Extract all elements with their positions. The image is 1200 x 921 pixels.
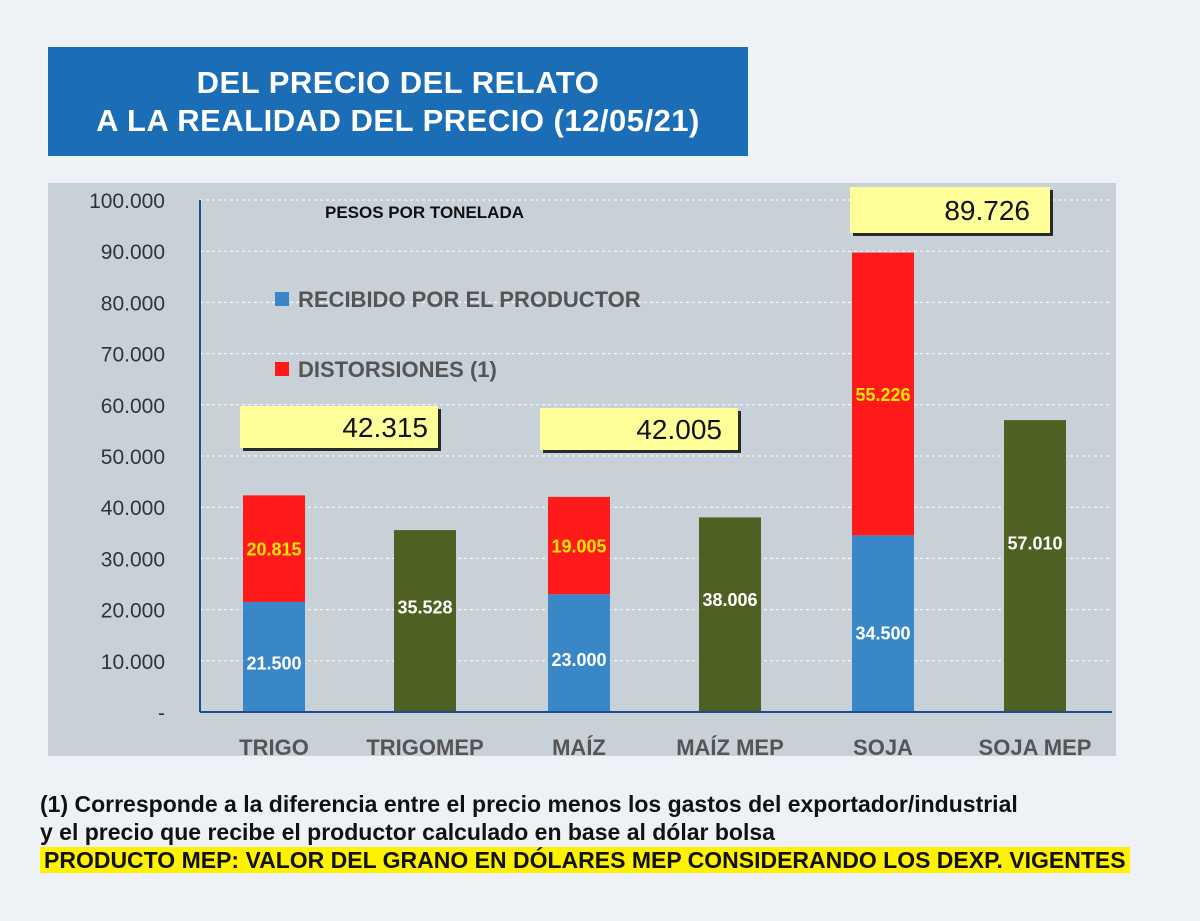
x-tick-label: MAÍZ MEP [676,735,784,760]
legend-swatch [275,362,289,376]
bar-segment [699,517,761,712]
chart-title-line1: DEL PRECIO DEL RELATO [196,64,600,100]
y-tick-label: 20.000 [101,600,165,623]
bars [243,252,1066,712]
footnote-mep-note: PRODUCTO MEP: VALOR DEL GRANO EN DÓLARES… [40,847,1130,873]
bar-value-label: 35.528 [397,597,452,617]
x-tick-label: TRIGO [239,735,309,760]
total-callout-value: 42.315 [342,412,428,443]
bar-segment [852,252,914,536]
x-tick-label: SOJA MEP [979,735,1092,760]
bar-value-label: 19.005 [551,537,606,557]
total-callout-value: 42.005 [636,414,722,445]
bar-value-label: 38.006 [702,590,757,610]
y-axis-ticks: - 10.000 20.000 30.000 40.000 50.000 60.000 70.… [89,190,165,725]
legend-label: RECIBIDO POR EL PRODUCTOR [298,287,641,312]
x-axis-ticks: TRIGO TRIGOMEP MAÍZ MAÍZ MEP SOJA SOJA MEP [239,735,1091,760]
bar-segment [243,601,305,712]
x-tick-label: MAÍZ [552,735,606,760]
total-callout-box [850,187,1050,233]
stacked-bar-chart: - 10.000 20.000 30.000 40.000 50.000 60.000 70.… [48,183,1116,760]
bar-value-label: 34.500 [855,624,910,644]
y-tick-label: 90.000 [101,241,165,264]
legend-swatch [275,292,289,306]
chart-title-box: DEL PRECIO DEL RELATO A LA REALIDAD DEL … [48,47,748,156]
axes [199,200,1112,713]
bar-value-labels: 21.500 20.815 35.528 23.000 19.005 38.006 34.5… [246,385,1062,673]
y-tick-label: 70.000 [101,344,165,367]
total-callout-value: 89.726 [944,195,1030,226]
footnote-line2: y el precio que recibe el productor calc… [40,819,775,845]
bar-value-label: 20.815 [246,540,301,560]
bar-value-label: 21.500 [246,653,301,673]
y-tick-label: 30.000 [101,548,165,571]
bar-value-label: 55.226 [855,385,910,405]
bar-segment [1004,420,1066,712]
bar-segment [394,530,456,712]
total-callout-box [240,406,438,448]
chart-subtitle: PESOS POR TONELADA [325,203,524,222]
y-tick-label: - [158,702,165,725]
bar-value-label: 57.010 [1007,534,1062,554]
total-callout-box [540,408,738,450]
bar-segment [548,594,610,712]
total-callouts: 42.315 42.005 89.726 [240,187,1053,453]
gridlines [200,199,1112,662]
legend-label: DISTORSIONES (1) [298,357,497,382]
x-tick-label: TRIGOMEP [366,735,483,760]
bar-value-label: 23.000 [551,650,606,670]
chart-title-line2: A LA REALIDAD DEL PRECIO (12/05/21) [96,102,700,138]
y-tick-label: 40.000 [101,497,165,520]
y-tick-label: 10.000 [101,651,165,674]
y-tick-label: 60.000 [101,395,165,418]
legend: RECIBIDO POR EL PRODUCTOR DISTORSIONES (1… [275,287,641,382]
footnote: (1) Corresponde a la diferencia entre el… [40,790,1180,874]
y-tick-label: 100.000 [89,190,165,213]
bar-segment [243,495,305,602]
y-tick-label: 50.000 [101,446,165,469]
bar-segment [548,496,610,595]
y-tick-label: 80.000 [101,292,165,315]
bar-segment [852,535,914,712]
x-tick-label: SOJA [853,735,913,760]
footnote-line1: (1) Corresponde a la diferencia entre el… [40,791,1018,817]
